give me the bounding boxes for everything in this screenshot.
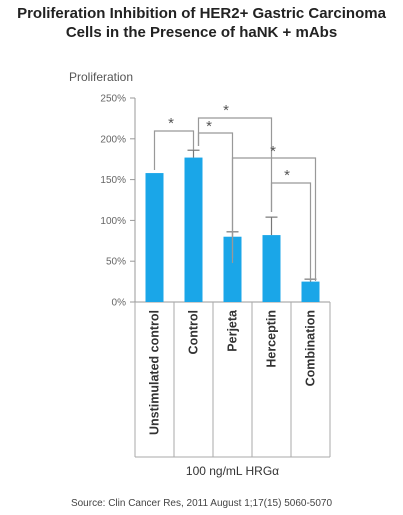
significance-marker: * [284, 167, 290, 184]
source-note: Source: Clin Cancer Res, 2011 August 1;1… [70, 498, 333, 509]
significance-marker: * [168, 115, 174, 132]
x-axis-title: 100 ng/mL HRGα [186, 464, 279, 478]
x-category-label: Perjeta [226, 309, 240, 352]
bar [262, 235, 281, 302]
bar [301, 281, 320, 302]
chart-title-line-1: Proliferation Inhibition of HER2+ Gastri… [17, 5, 386, 22]
y-tick-label: 250% [100, 94, 126, 105]
x-category-label: Combination [304, 310, 318, 386]
significance-marker: * [223, 102, 229, 119]
x-category-label: Control [187, 310, 201, 354]
significance-bracket [270, 182, 312, 281]
significance-marker: * [270, 143, 276, 160]
significance-marker: * [206, 118, 212, 135]
bar [223, 236, 242, 302]
chart-title-line-2: Cells in the Presence of haNK + mAbs [65, 24, 338, 41]
significance-bracket [153, 130, 195, 170]
y-axis-label: Proliferation [69, 70, 134, 84]
bar [145, 173, 164, 302]
significance-bracket [231, 157, 317, 281]
y-tick-label: 150% [100, 175, 126, 186]
chart-title: Proliferation Inhibition of HER2+ Gastri… [0, 4, 403, 42]
y-tick-label: 200% [100, 134, 126, 145]
significance-bracket [197, 117, 273, 212]
y-tick-label: 0% [112, 298, 127, 309]
y-tick-label: 100% [100, 216, 126, 227]
x-category-label: Unstimulated control [148, 310, 162, 435]
x-category-label: Herceptin [265, 310, 279, 368]
y-tick-label: 50% [106, 257, 126, 268]
bar [184, 157, 203, 302]
